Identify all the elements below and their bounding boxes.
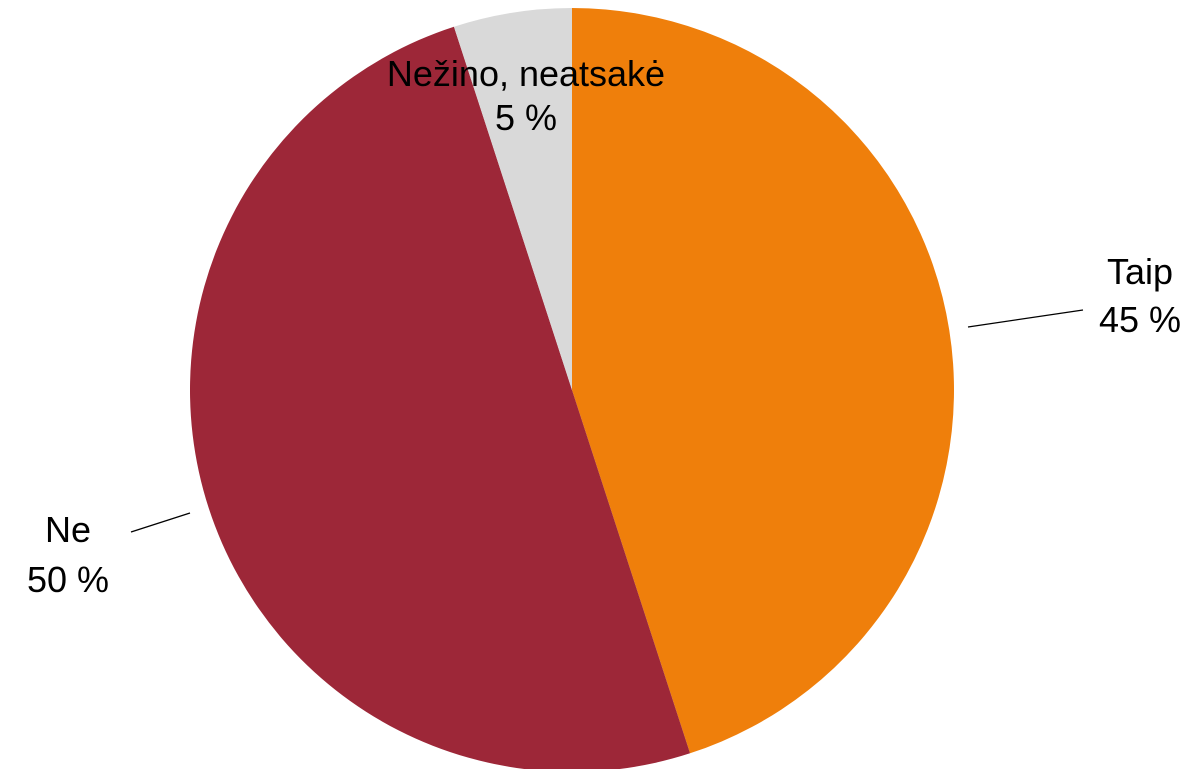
pie-slice-ne <box>190 26 691 769</box>
slice-value-label-nezino: 5 % <box>495 97 557 138</box>
slice-value-label-taip: 45 % <box>1099 299 1181 340</box>
slice-label-nezino: Nežino, neatsakė <box>387 53 665 94</box>
leader-line-ne <box>130 512 191 533</box>
slices-layer <box>190 8 954 769</box>
leader-lines-layer <box>130 309 1084 533</box>
leader-line-taip <box>967 309 1084 328</box>
pie-slice-taip <box>572 8 954 754</box>
slice-label-ne: Ne <box>45 509 91 550</box>
pie-slice-nezino <box>453 8 572 390</box>
slice-value-label-ne: 50 % <box>27 559 109 600</box>
slice-label-taip: Taip <box>1107 251 1173 292</box>
